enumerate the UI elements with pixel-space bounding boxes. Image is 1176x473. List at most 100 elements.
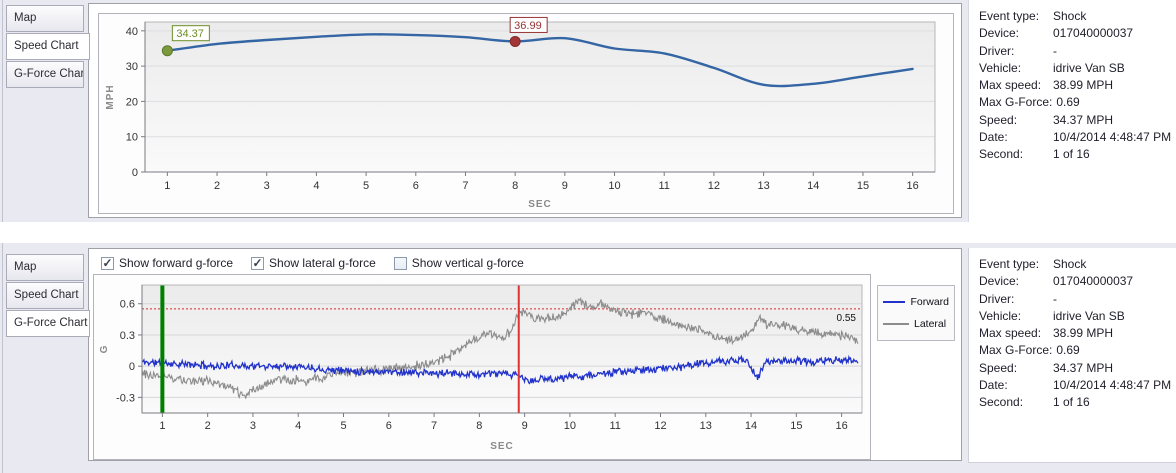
detail-label: Event type:: [979, 9, 1040, 23]
legend-label: Lateral: [914, 318, 947, 330]
threshold-label: 0.55: [837, 313, 857, 324]
gforce-chart[interactable]: 0.55-0.300.30.61 2 3 4 5 6 7 8 9 10 11 12 13 14 15 16GS…: [94, 275, 868, 455]
x-tick-label: 13: [700, 420, 712, 432]
checkbox-label: Show vertical g-force: [411, 256, 524, 270]
tab-g-force-chart[interactable]: G-Force Chart: [6, 61, 84, 88]
marker-dot-36.99: [509, 35, 521, 47]
detail-label: Event type:: [979, 257, 1040, 271]
x-tick-label: 7: [462, 180, 468, 192]
checkbox-box[interactable]: ✓: [101, 255, 114, 270]
gforce-chart-frame: 0.55 -0.3 0 0.3 0.6 1 2 3 4 5 6 7 8 9 10 11 12 13 14 15 16 G S…: [93, 274, 871, 460]
detail-value: -: [1053, 43, 1057, 58]
detail-value: 017040000037: [1053, 26, 1134, 41]
x-tick-label: 14: [807, 180, 819, 192]
detail-label: Vehicle:: [979, 308, 1022, 323]
x-tick-label: 8: [476, 420, 482, 432]
detail-row-second: Second: 1 of 16: [979, 146, 1176, 163]
detail-row-max-speed: Max speed: 38.99 MPH: [979, 77, 1176, 94]
detail-row-date: Date: 10/4/2014 4:48:47 PM: [979, 377, 1176, 394]
x-tick-label: 5: [340, 420, 346, 432]
detail-row-event-type: Event type: Shock: [979, 256, 1176, 273]
x-tick-label: 3: [264, 180, 270, 192]
detail-value: 0.69: [1056, 343, 1080, 358]
detail-row-max-g-force: Max G-Force: 0.69: [979, 342, 1176, 359]
detail-label: Max speed:: [979, 326, 1042, 341]
plot-background: [145, 22, 935, 172]
checkbox-label: Show lateral g-force: [269, 256, 376, 270]
tab-speed-chart[interactable]: Speed Chart: [6, 33, 90, 60]
detail-row-driver: Driver: -: [979, 291, 1176, 308]
x-tick-label: 15: [857, 180, 869, 192]
y-tick-label: 30: [126, 61, 138, 73]
x-tick-label: 15: [790, 420, 802, 432]
check-icon: ✓: [102, 255, 113, 270]
detail-label: Vehicle:: [979, 60, 1022, 75]
x-tick-label: 11: [659, 180, 670, 192]
detail-label: Device:: [979, 274, 1020, 289]
plot-background: [142, 285, 862, 413]
checkbox-box[interactable]: ✓: [251, 255, 265, 270]
checkbox-show-forward-g-force[interactable]: ✓ Show forward g-force: [101, 256, 233, 270]
y-tick-label: 40: [126, 26, 138, 38]
y-tick-label: 0: [129, 361, 135, 373]
detail-label: Second:: [979, 395, 1024, 410]
detail-value: 34.37 MPH: [1053, 360, 1114, 375]
tab-map[interactable]: Map: [6, 5, 84, 32]
detail-label: Max G-Force:: [979, 95, 1053, 110]
detail-row-device: Device: 017040000037: [979, 273, 1176, 290]
detail-value: Shock: [1053, 9, 1087, 23]
detail-row-max-g-force: Max G-Force: 0.69: [979, 94, 1176, 111]
detail-row-speed: Speed: 34.37 MPH: [979, 360, 1176, 377]
x-tick-label: 7: [431, 420, 437, 432]
detail-label: Date:: [979, 378, 1008, 393]
speed-chart-section: Map Speed Chart G-Force Chart 0 10 20 30 40 1 2 3…: [0, 0, 1176, 222]
detail-value: 38.99 MPH: [1053, 326, 1114, 341]
gforce-chart-section: Map Speed Chart G-Force Chart ✓ Show forwar…: [0, 243, 1176, 473]
detail-value: 1 of 16: [1053, 395, 1090, 410]
detail-row-device: Device: 017040000037: [979, 25, 1176, 42]
x-tick-label: 2: [214, 180, 220, 192]
bottom-tabstrip: Map Speed Chart G-Force Chart: [2, 243, 90, 473]
x-tick-label: 12: [654, 420, 666, 432]
detail-value: -: [1053, 291, 1057, 306]
checkbox-show-vertical-g-force[interactable]: Show vertical g-force: [393, 256, 524, 270]
detail-value: 1 of 16: [1053, 147, 1090, 162]
detail-value: Shock: [1053, 257, 1087, 271]
tab-map[interactable]: Map: [6, 254, 84, 281]
x-tick-label: 9: [562, 180, 568, 192]
y-tick-label: 10: [126, 132, 138, 144]
detail-row-vehicle: Vehicle: idrive Van SB: [979, 308, 1176, 325]
detail-row-event-type: Event type: Shock: [979, 8, 1176, 25]
detail-row-second: Second: 1 of 16: [979, 394, 1176, 411]
y-tick-label: 0: [132, 167, 138, 179]
x-axis-title: SEC: [528, 199, 552, 210]
x-tick-label: 5: [363, 180, 369, 192]
x-tick-label: 4: [295, 420, 301, 432]
x-tick-label: 10: [564, 420, 576, 432]
speed-line: [166, 33, 914, 88]
checkbox-box[interactable]: [393, 256, 407, 270]
x-tick-label: 14: [745, 420, 757, 432]
detail-row-max-speed: Max speed: 38.99 MPH: [979, 325, 1176, 342]
check-icon: ✓: [252, 255, 263, 270]
x-tick-label: 16: [835, 420, 847, 432]
checkbox-show-lateral-g-force[interactable]: ✓ Show lateral g-force: [251, 256, 376, 270]
detail-value: 10/4/2014 4:48:47 PM: [1053, 378, 1172, 393]
tab-speed-chart[interactable]: Speed Chart: [6, 282, 84, 309]
detail-row-driver: Driver: -: [979, 43, 1176, 60]
legend-label: Forward: [910, 296, 949, 308]
detail-label: Speed:: [979, 360, 1018, 375]
x-tick-label: 6: [413, 180, 419, 192]
detail-row-date: Date: 10/4/2014 4:48:47 PM: [979, 129, 1176, 146]
gforce-checkbox-row: ✓ Show forward g-force ✓ Show lateral g-for…: [101, 253, 524, 273]
detail-label: Device:: [979, 26, 1020, 41]
detail-label: Driver:: [979, 43, 1015, 58]
y-tick-label: 0.6: [120, 299, 135, 311]
legend-item-forward: Forward: [883, 291, 949, 313]
x-axis-title: SEC: [490, 441, 514, 452]
tab-g-force-chart[interactable]: G-Force Chart: [6, 310, 90, 337]
x-tick-label: 13: [757, 180, 769, 192]
y-tick-label: 0.3: [120, 330, 135, 342]
x-tick-label: 11: [609, 420, 620, 432]
